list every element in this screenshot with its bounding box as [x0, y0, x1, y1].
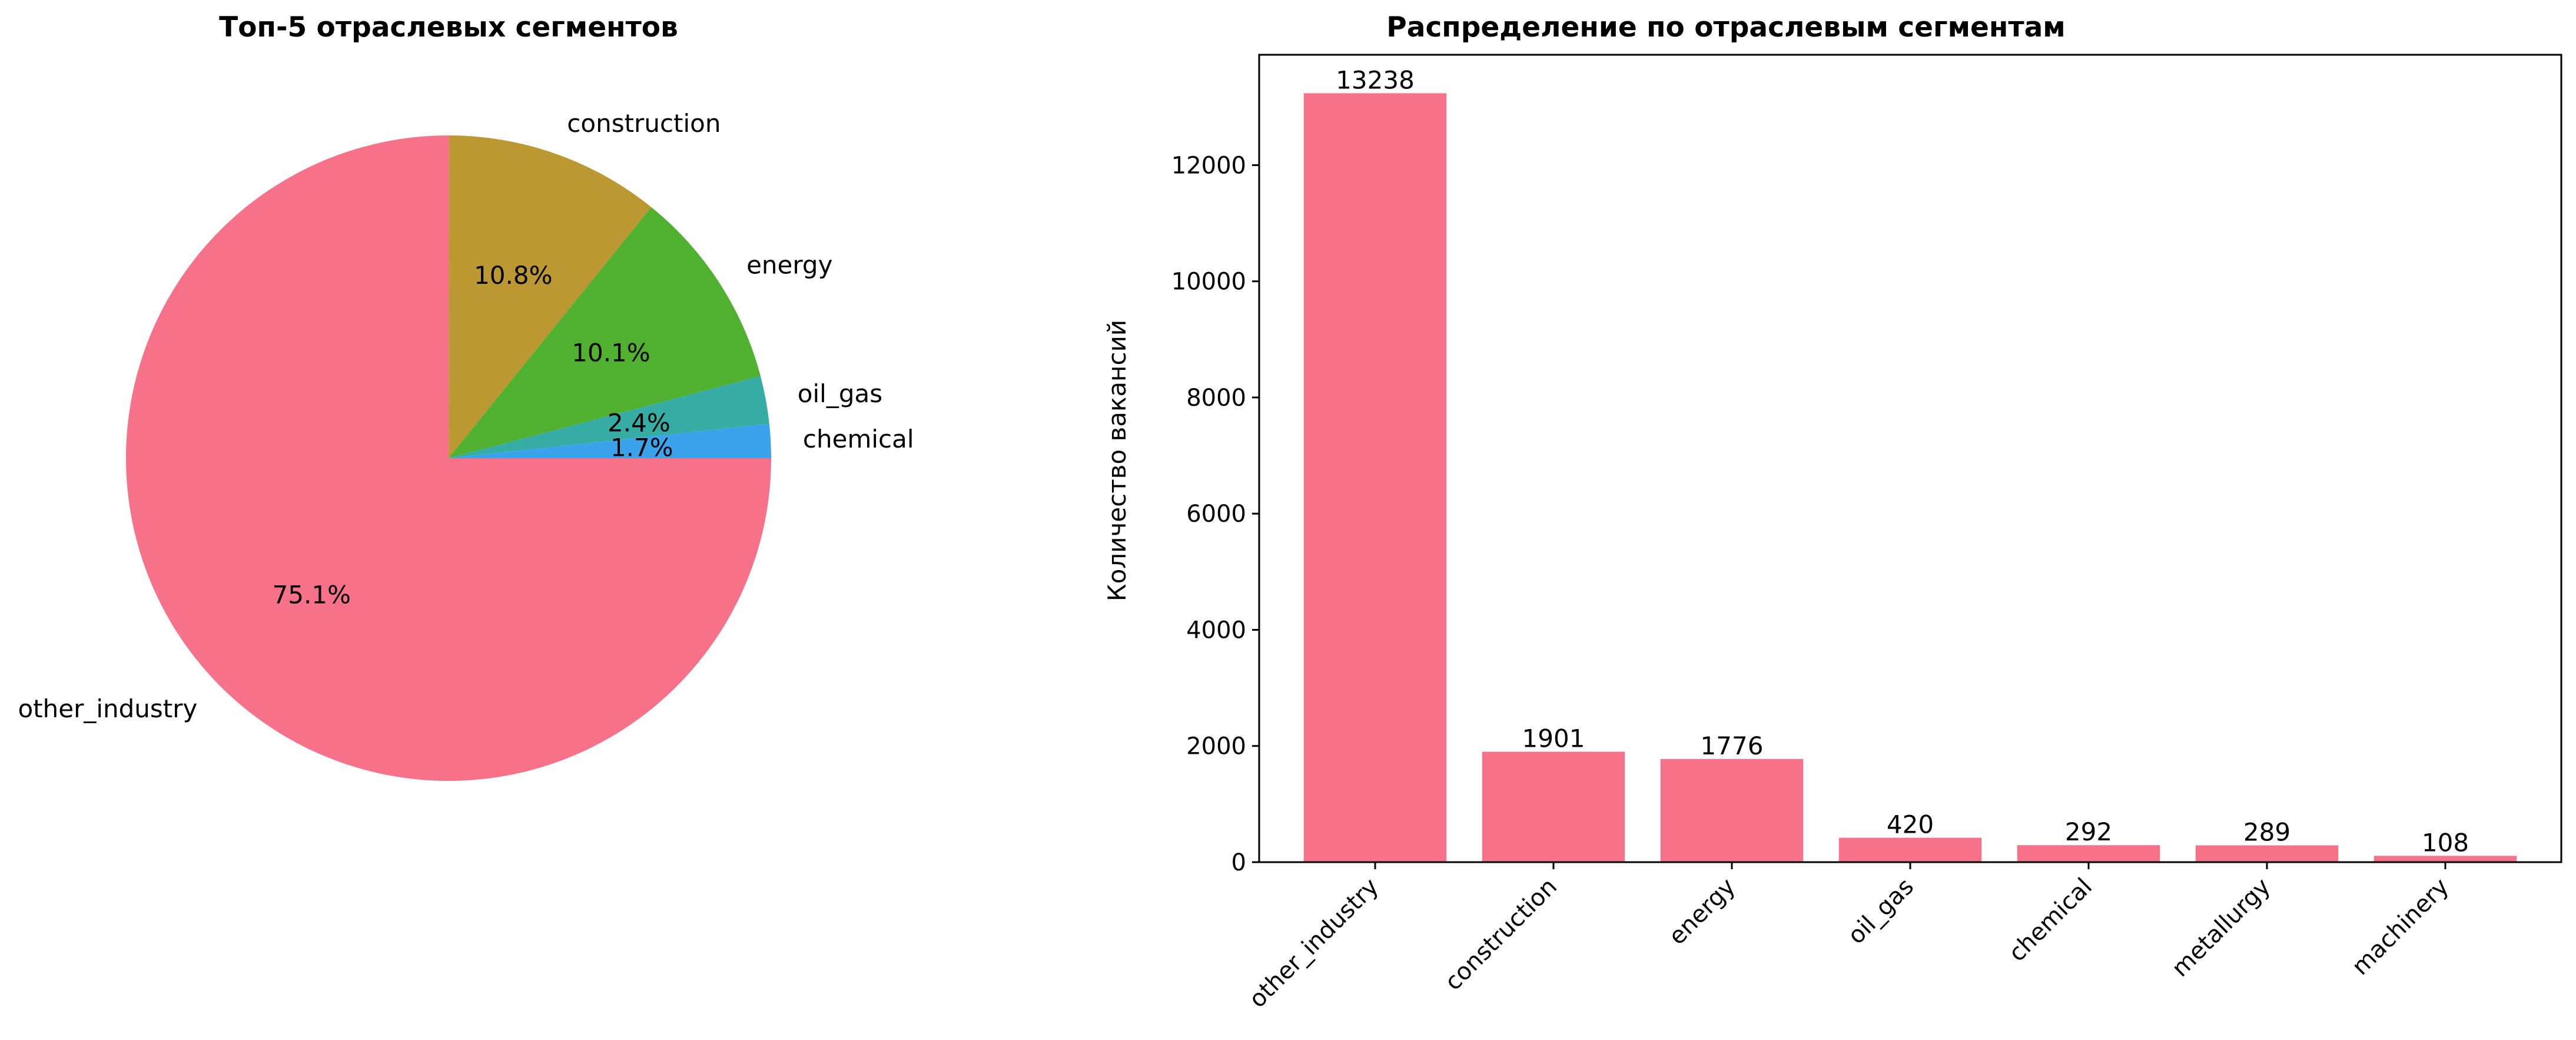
x-tick-label: energy: [1664, 873, 1741, 950]
pie-category-label: energy: [746, 251, 832, 280]
pie-slice-labels: other_industry 75.1% construction 10.8% ener…: [18, 109, 914, 723]
y-tick-label: 12000: [1171, 152, 1246, 179]
bar-oil-gas: [1838, 837, 1982, 862]
bars: [1303, 93, 2517, 862]
x-tick-label: metallurgy: [2167, 873, 2276, 982]
bar-value-label: 292: [2065, 817, 2112, 846]
x-tick-label: oil_gas: [1843, 873, 1919, 950]
bar-machinery: [2373, 856, 2517, 862]
x-tick-label: construction: [1440, 873, 1562, 996]
x-tick-label: machinery: [2347, 873, 2454, 981]
bar-value-label: 1901: [1522, 724, 1585, 753]
bar-chemical: [2017, 845, 2160, 862]
y-tick-label: 2000: [1186, 733, 1246, 760]
y-tick-label: 0: [1231, 849, 1246, 876]
pie-category-label: construction: [567, 109, 721, 138]
x-tick-label: other_industry: [1244, 873, 1384, 1013]
y-tick-label: 6000: [1186, 501, 1246, 528]
x-tick-label: chemical: [2004, 873, 2098, 968]
pie-category-label: chemical: [803, 425, 914, 453]
x-axis-ticks: other_industry construction energy oil_gas c…: [1244, 862, 2454, 1013]
pie-percent-label: 2.4%: [608, 409, 670, 438]
bar-other-industry: [1303, 93, 1447, 862]
pie-chart-title: Топ-5 отраслевых сегментов: [219, 11, 678, 44]
y-tick-label: 4000: [1186, 617, 1246, 644]
pie-percent-label: 75.1%: [273, 580, 351, 609]
bar-value-label: 289: [2243, 818, 2290, 847]
bar-value-labels: 13238 1901 1776 420 292 289 108: [1336, 65, 2469, 857]
pie-slices: [126, 135, 772, 781]
bar-metallurgy: [2195, 845, 2339, 862]
pie-percent-label: 10.1%: [572, 338, 650, 367]
bar-value-label: 108: [2422, 828, 2469, 857]
bar-energy: [1660, 759, 1804, 862]
y-tick-label: 10000: [1171, 269, 1246, 296]
y-tick-label: 8000: [1186, 385, 1246, 412]
pie-slice-construction: [449, 135, 652, 458]
pie-slice-oil-gas: [449, 376, 769, 458]
bar-value-label: 420: [1887, 810, 1934, 839]
bar-value-label: 13238: [1336, 65, 1415, 94]
pie-slice-chemical: [449, 423, 771, 458]
pie-slice-energy: [449, 207, 761, 458]
pie-slice-other-industry: [126, 135, 772, 781]
bar-construction: [1482, 751, 1625, 862]
bar-chart-title: Распределение по отраслевым сегментам: [1386, 11, 2065, 44]
y-axis-ticks: 0 2000 4000 6000 8000 10000 12000: [1171, 152, 1259, 876]
plot-frame: [1258, 54, 2562, 863]
bar-value-label: 1776: [1701, 731, 1764, 760]
pie-category-label: other_industry: [18, 694, 197, 723]
pie-percent-label: 10.8%: [474, 261, 552, 290]
pie-chart-panel: Топ-5 отраслевых сегментов other_industr…: [18, 11, 914, 781]
pie-category-label: oil_gas: [798, 379, 882, 408]
pie-percent-label: 1.7%: [610, 433, 673, 462]
bar-chart-panel: Распределение по отраслевым сегментам Ко…: [1103, 11, 2562, 1013]
y-axis-label: Количество вакансий: [1103, 320, 1131, 601]
